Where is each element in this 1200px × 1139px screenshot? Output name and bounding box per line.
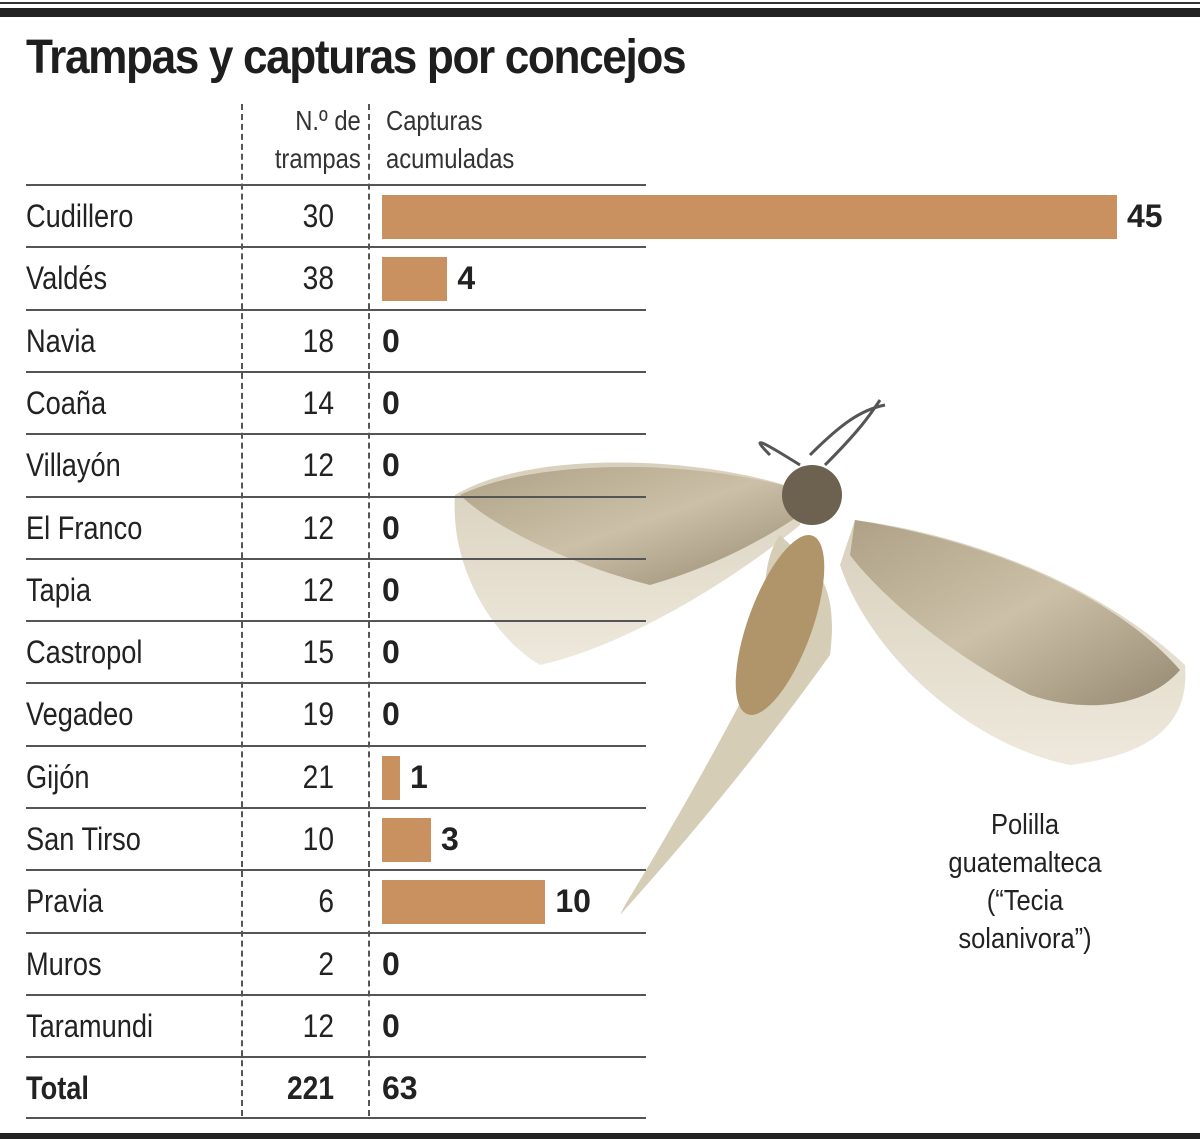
caption-line: solanivora”) [958, 923, 1092, 955]
top-rule-thin [0, 2, 1200, 4]
moth-illustration [454, 399, 1186, 915]
row-separator [26, 993, 646, 996]
traps-count: 10 [302, 821, 334, 857]
chart-title: Trampas y capturas por concejos [26, 31, 687, 84]
captures-bar [382, 818, 431, 862]
captures-value: 0 [382, 634, 400, 671]
captures-value: 1 [410, 758, 428, 795]
row-separator [26, 682, 646, 685]
traps-count: 2 [318, 945, 334, 982]
header-captures: Capturas acumuladas [386, 102, 514, 178]
captures-bar [382, 195, 1117, 239]
caption-line: guatemalteca [948, 847, 1102, 879]
traps-count: 38 [302, 260, 334, 297]
traps-count: 14 [302, 384, 334, 421]
traps-count: 19 [302, 696, 334, 733]
traps-count: 21 [302, 758, 334, 795]
captures-bar [382, 257, 448, 302]
row-separator [26, 869, 646, 872]
captures-value: 0 [382, 945, 400, 982]
row-separator [26, 184, 646, 186]
captures-value: 0 [382, 509, 400, 546]
caption-line: (“Tecia [986, 885, 1064, 917]
concejo-name: Castropol [26, 634, 143, 671]
captures-value: 3 [441, 821, 459, 857]
concejo-name: San Tirso [26, 821, 141, 857]
row-separator [26, 370, 646, 373]
traps-count: 12 [302, 571, 334, 608]
captures-value: 0 [382, 322, 400, 359]
captures-value: 0 [382, 447, 400, 484]
row-separator [26, 807, 646, 809]
traps-count: 12 [302, 509, 334, 546]
total-traps: 221 [287, 1070, 334, 1107]
header-traps: N.º de trampas [252, 102, 361, 178]
captures-value: 0 [382, 384, 400, 421]
concejo-name: Cudillero [26, 198, 134, 234]
divider-traps [241, 104, 243, 1116]
captures-value: 4 [457, 260, 476, 297]
captures-value: 0 [382, 696, 400, 733]
concejo-name: Muros [26, 945, 102, 982]
captures-bar [382, 880, 546, 925]
traps-count: 30 [302, 198, 334, 234]
row-separator [26, 620, 646, 623]
concejo-name: Navia [26, 322, 96, 359]
concejo-name: Vegadeo [26, 696, 134, 733]
header-traps-line2: trampas [274, 143, 361, 174]
concejo-name: Pravia [26, 883, 104, 920]
concejo-name: Gijón [26, 758, 90, 795]
captures-value: 10 [555, 883, 591, 920]
header-traps-line1: N.º de [295, 105, 361, 136]
bottom-rule-thick [0, 1133, 1200, 1139]
traps-count: 15 [302, 634, 334, 671]
divider-captures [368, 104, 370, 1116]
concejo-name: Taramundi [26, 1007, 153, 1044]
captures-value: 0 [382, 571, 400, 608]
row-separator [26, 744, 646, 747]
concejo-name: El Franco [26, 509, 143, 546]
top-rule-thick [0, 8, 1200, 17]
traps-count: 12 [302, 1007, 334, 1044]
row-separator [26, 433, 646, 436]
row-separator [26, 557, 646, 560]
traps-count: 6 [318, 883, 334, 920]
traps-count: 12 [302, 447, 334, 484]
row-separator [26, 308, 646, 311]
captures-value: 0 [382, 1007, 400, 1044]
row-separator [26, 246, 646, 249]
total-label: Total [26, 1070, 89, 1107]
captures-bar [382, 755, 400, 800]
row-separator [26, 495, 646, 498]
header-captures-line1: Capturas [386, 105, 483, 136]
row-separator [26, 1116, 646, 1119]
moth-caption: Polilla guatemalteca (“Tecia solanivora”… [941, 806, 1108, 958]
total-captures: 63 [382, 1070, 418, 1107]
concejo-name: Villayón [26, 447, 121, 484]
traps-count: 18 [302, 322, 334, 359]
row-separator [26, 931, 646, 934]
captures-value: 45 [1127, 198, 1163, 234]
concejo-name: Tapia [26, 571, 92, 608]
header-captures-line2: acumuladas [386, 143, 515, 174]
caption-line: Polilla [990, 809, 1060, 841]
concejo-name: Valdés [26, 260, 108, 297]
row-separator [26, 1056, 646, 1059]
concejo-name: Coaña [26, 384, 107, 421]
